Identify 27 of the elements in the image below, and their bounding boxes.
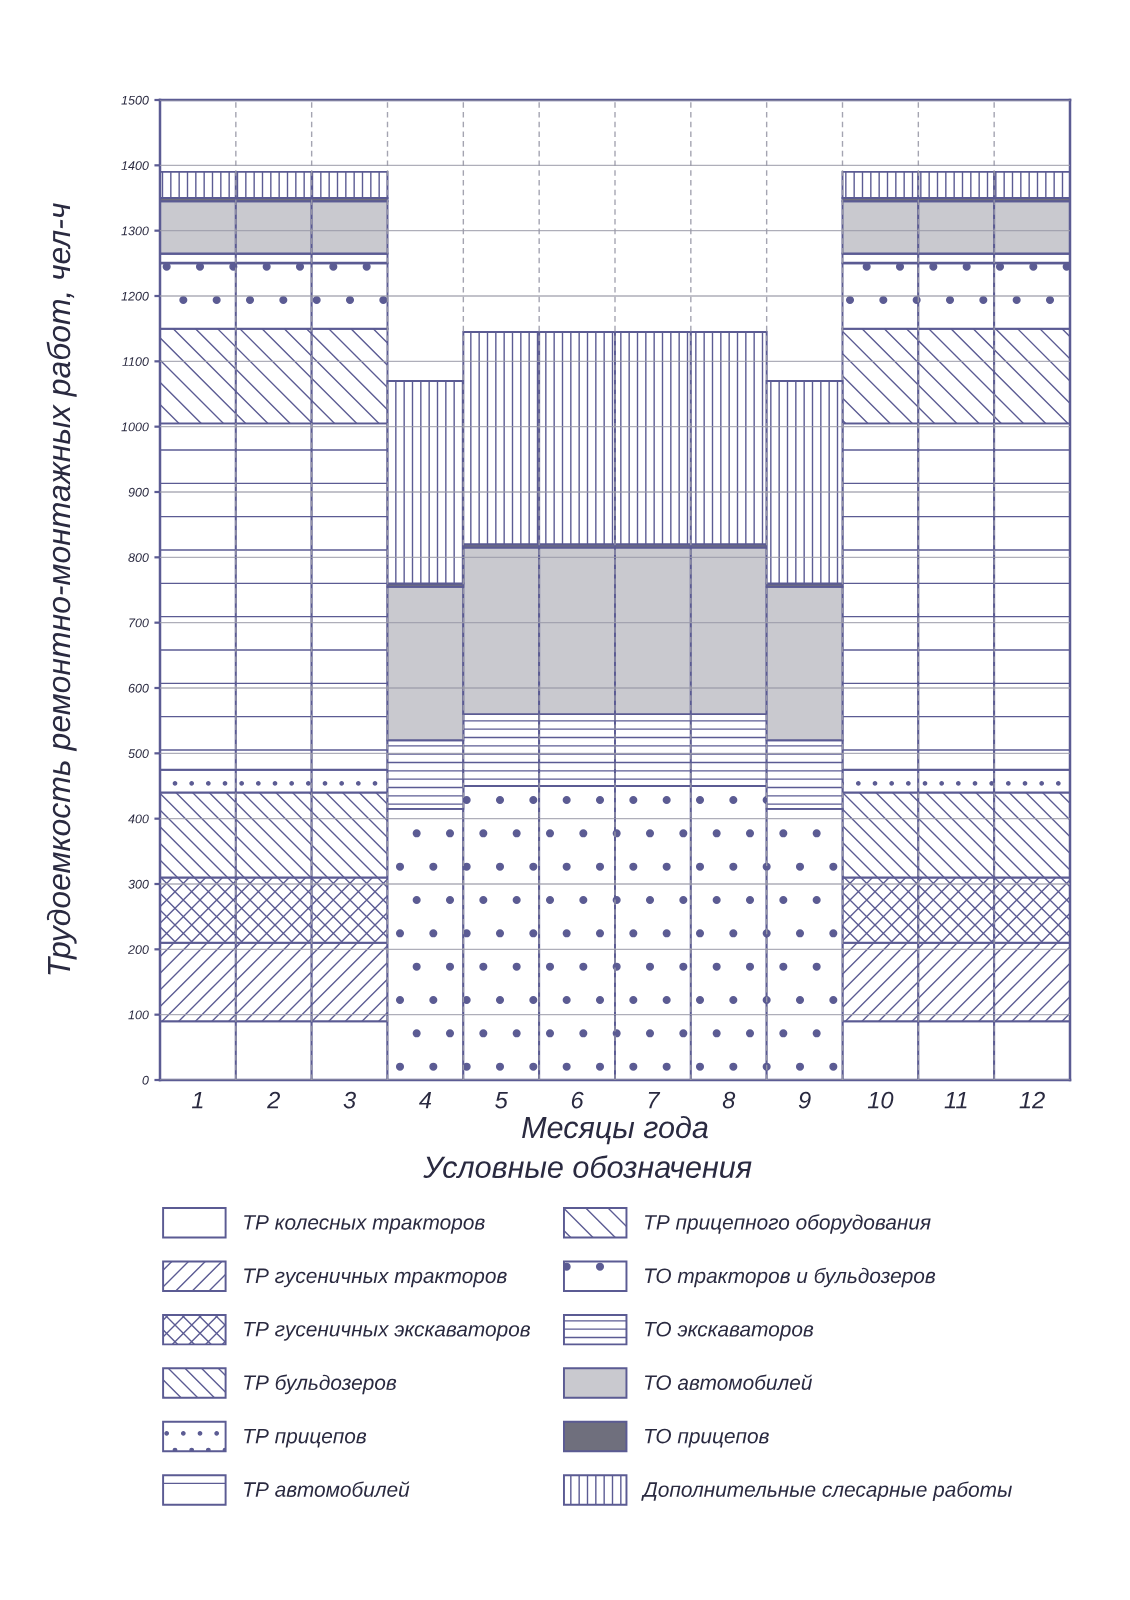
x-tick-label: 9 — [798, 1091, 811, 1109]
legend-label: ТР колесных тракторов — [244, 1215, 485, 1234]
legend-label: ТР прицепного оборудования — [645, 1214, 931, 1234]
legend-label: ТР гусеничных тракторов — [244, 1268, 507, 1288]
x-tick-label: 1 — [191, 1091, 203, 1109]
legend-label: ТО экскаваторов — [645, 1321, 814, 1341]
legend-label: Дополнительные слесарные работы — [641, 1481, 1012, 1501]
legend-label: ТР гусеничных экскаваторов — [244, 1322, 531, 1341]
x-tick-label: 12 — [1019, 1091, 1045, 1109]
x-tick-label: 8 — [722, 1091, 736, 1109]
x-tick-label: 2 — [267, 1091, 280, 1109]
legend-label: ТО автомобилей — [645, 1374, 812, 1391]
x-tick-label: 10 — [867, 1091, 894, 1109]
legend-label: ТР прицепов — [244, 1428, 367, 1448]
x-tick-label: 11 — [944, 1091, 967, 1109]
legend-label: ТР автомобилей — [244, 1481, 410, 1497]
legend-label: ТО тракторов и бульдозеров — [645, 1267, 936, 1288]
x-tick-label: 4 — [419, 1091, 432, 1109]
x-tick-label: 7 — [648, 1091, 661, 1109]
x-tick-label: 3 — [343, 1091, 356, 1109]
x-tick-label: 6 — [571, 1091, 584, 1109]
y-axis-title: Трудоемкость ремонтно-монтажных работ, чел-ч — [46, 203, 77, 975]
legend-label: ТР бульдозеров — [244, 1374, 397, 1395]
x-axis-title: Месяцы года — [522, 1115, 708, 1145]
legend-label: ТО прицепов — [645, 1428, 769, 1448]
legend-title: Условные обозначения — [423, 1155, 752, 1179]
x-tick-label: 5 — [495, 1091, 508, 1109]
